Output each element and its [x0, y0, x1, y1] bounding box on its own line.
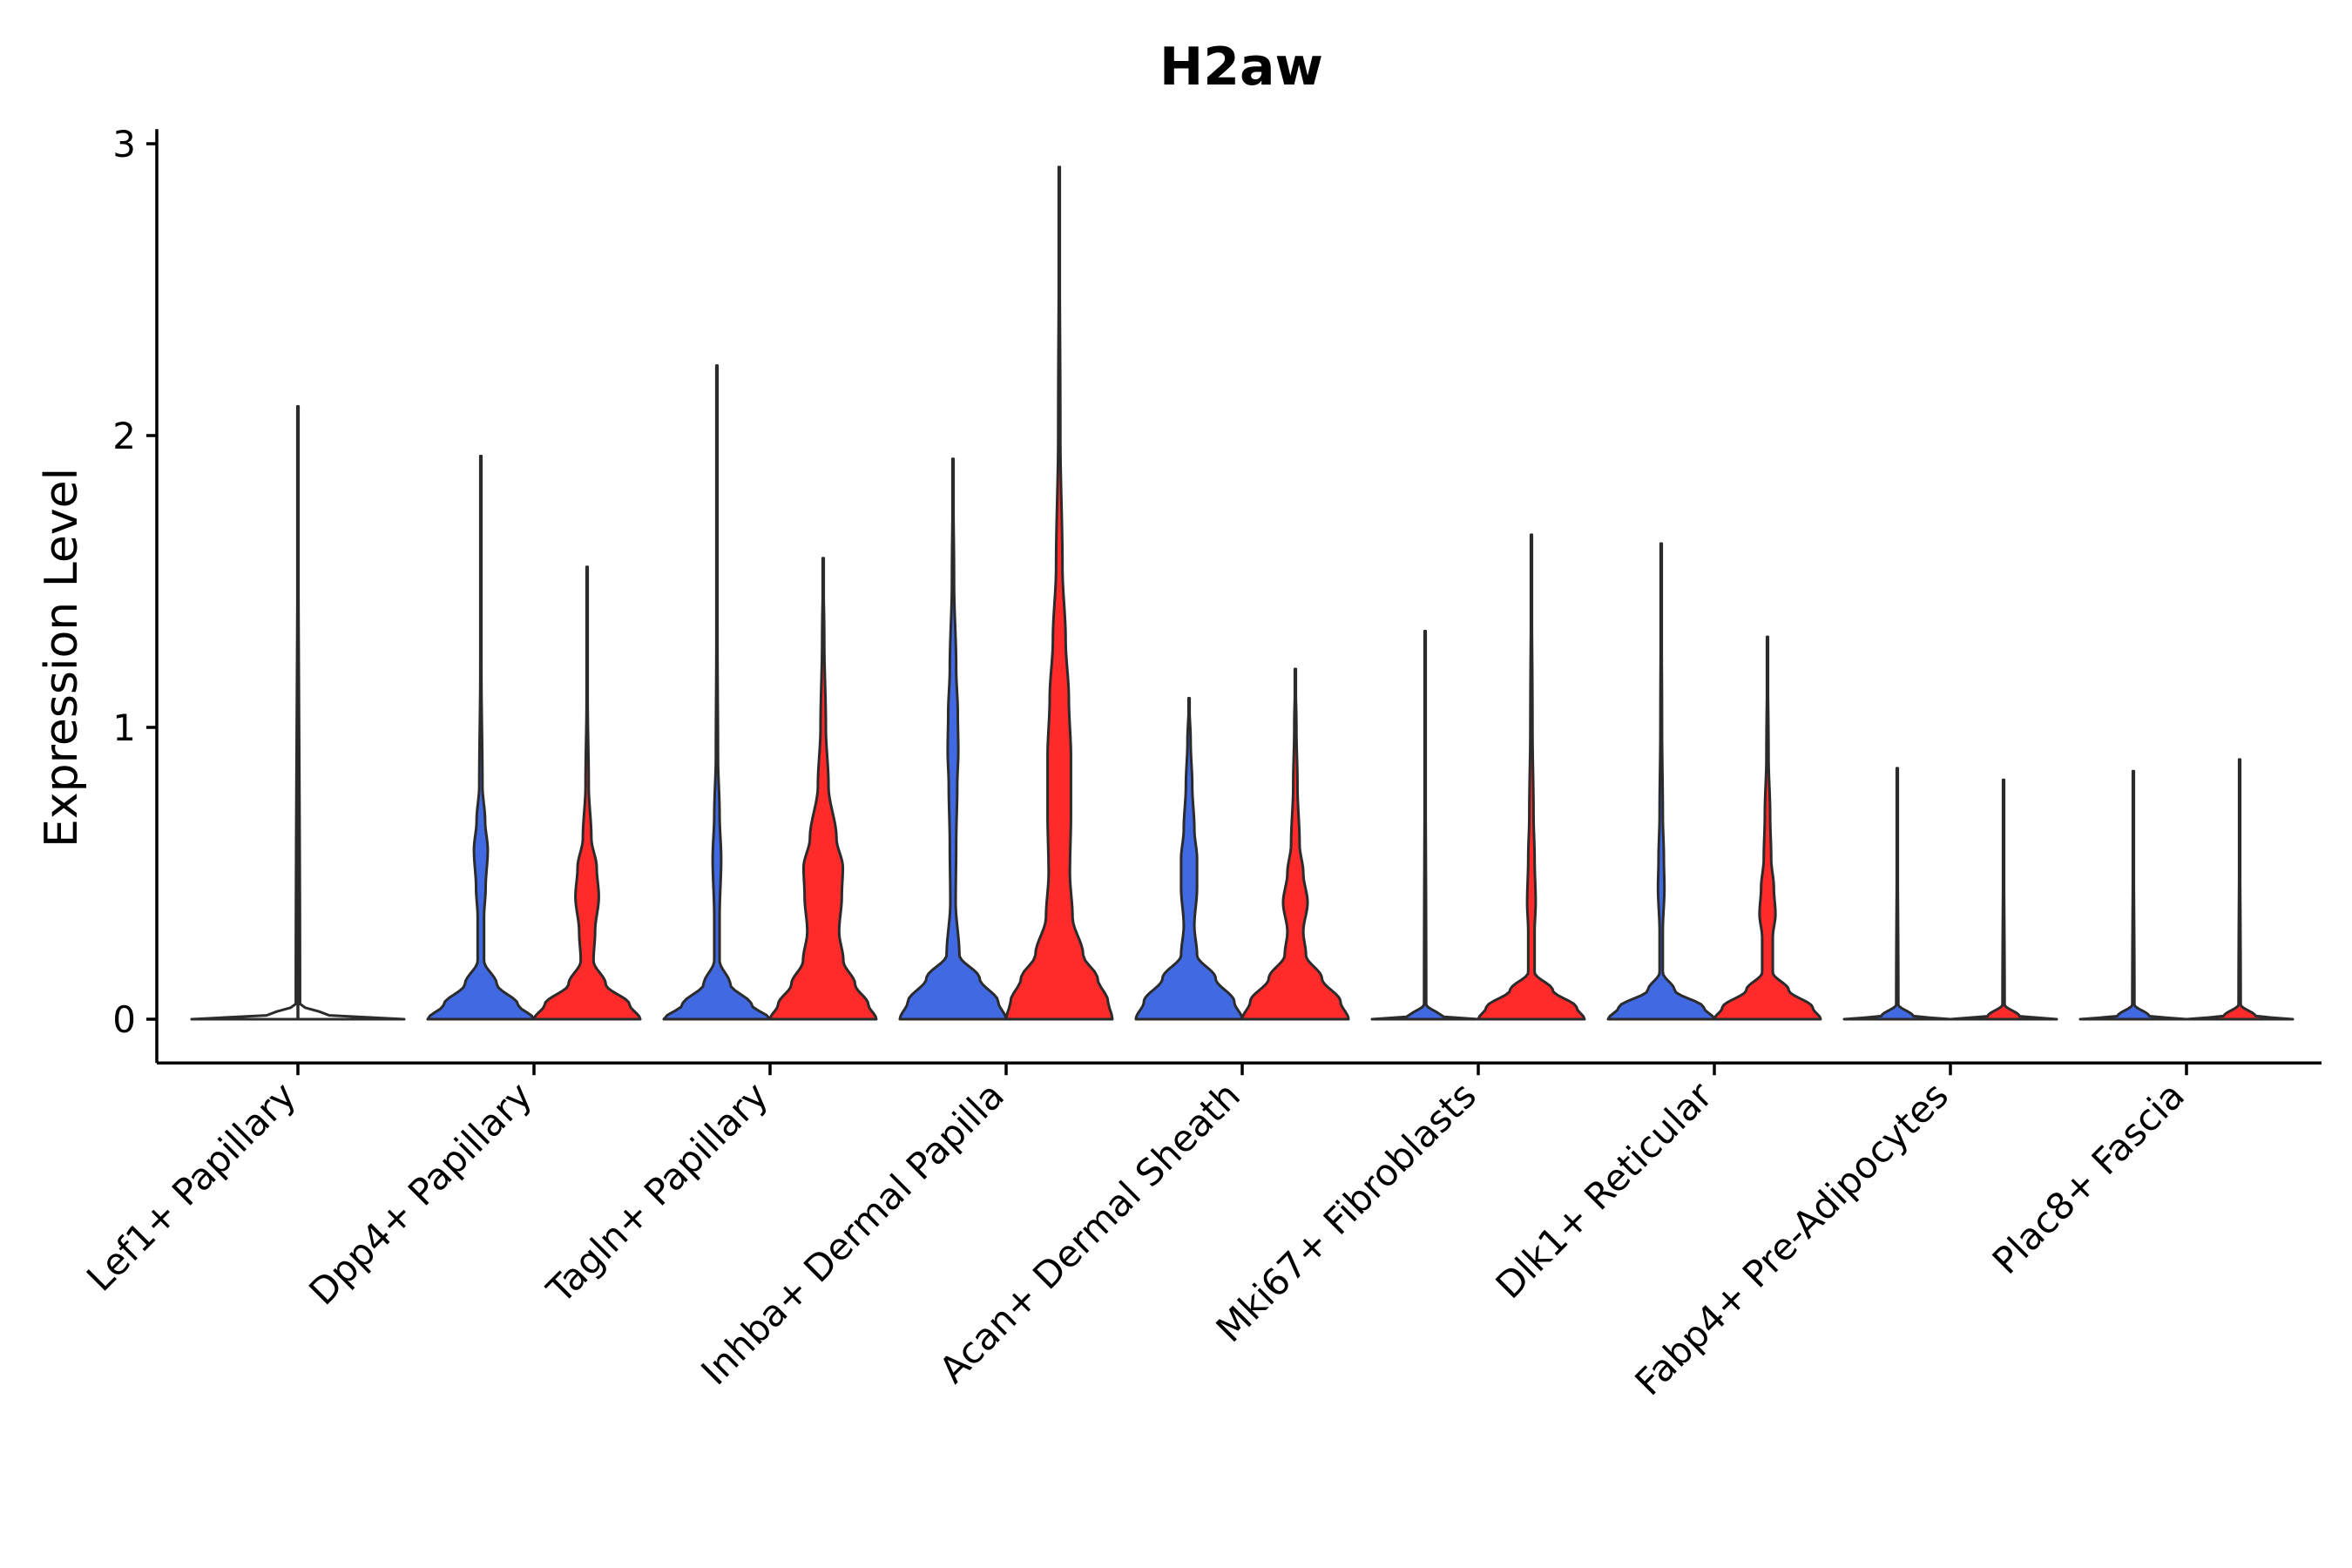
y-tick-label: 2 — [112, 415, 136, 457]
violin-7-left — [1606, 542, 1716, 1021]
y-tick-label: 0 — [112, 998, 136, 1041]
x-tick-label: Dlk1+ Reticular — [1488, 1073, 1721, 1307]
violin-4-right — [1004, 166, 1114, 1021]
violin-5-left — [1134, 697, 1244, 1021]
violin-6-right — [1477, 533, 1586, 1021]
y-tick-label: 3 — [112, 123, 136, 166]
violin-2-right — [532, 565, 642, 1021]
x-tick-label: Mki67+ Fibroblasts — [1208, 1074, 1484, 1350]
violin-2-left — [426, 454, 536, 1021]
chart-title: H2aw — [1159, 37, 1323, 98]
x-tick-label: Plac8+ Fascia — [1984, 1074, 2193, 1282]
violin-9-right — [2185, 758, 2295, 1021]
violin-7-right — [1713, 635, 1822, 1021]
violin-8-right — [1949, 778, 2058, 1021]
violin-group — [190, 166, 2295, 1021]
x-tick-label: Tagln+ Papillary — [538, 1074, 776, 1312]
violin-8-left — [1842, 767, 1952, 1021]
violin-3-left — [662, 364, 772, 1021]
x-tick-label: Lef1+ Papillary — [78, 1074, 304, 1300]
violin-6-left — [1370, 629, 1480, 1021]
violin-9-left — [2078, 769, 2188, 1021]
violin-4-left — [898, 457, 1008, 1021]
violin-5-right — [1240, 667, 1350, 1021]
violin-3-right — [768, 557, 878, 1021]
x-tick-label: Dpp4+ Papillary — [301, 1074, 540, 1314]
y-axis-title: Expression Level — [36, 468, 88, 848]
y-tick-label: 1 — [112, 706, 136, 749]
